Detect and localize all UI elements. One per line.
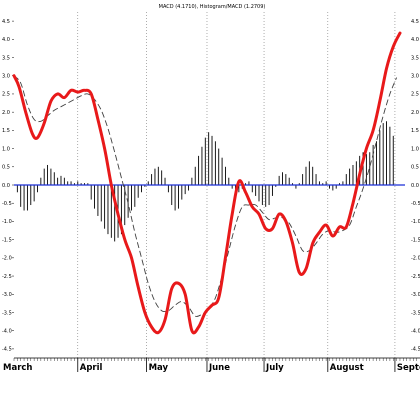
y-tick-label-right: 0.5 (411, 165, 419, 171)
y-tick-label-right: 2.0 (411, 110, 419, 116)
y-tick-label-left: -4.5 (2, 347, 12, 353)
y-tick-label-right: -2.0 (411, 256, 420, 262)
y-tick-label-left: -0.5 (2, 201, 12, 207)
y-tick-label-left: -1.0 (2, 219, 12, 225)
x-month-label: August (330, 363, 364, 373)
y-tick-label-right: 1.0 (411, 146, 419, 152)
y-tick-label-right: 1.5 (411, 128, 419, 134)
y-tick-label-left: 1.0 (2, 146, 10, 152)
x-month-label: May (149, 363, 169, 373)
y-tick-label-right: 4.0 (411, 37, 419, 43)
y-tick-label-right: -1.5 (411, 237, 420, 243)
y-tick-label-left: -4.0 (2, 328, 12, 334)
y-tick-label-right: 2.5 (411, 92, 419, 98)
x-month-label: September (397, 363, 420, 373)
y-tick-label-right: 3.5 (411, 55, 419, 61)
y-tick-label-left: -3.5 (2, 310, 12, 316)
y-tick-label-left: -3.0 (2, 292, 12, 298)
grid-lines (77, 12, 396, 358)
x-axis: MarchAprilMayJuneJulyAugustSeptemberO (3, 357, 420, 373)
y-tick-label-left: 4.5 (2, 19, 10, 25)
y-tick-label-right: -0.5 (411, 201, 420, 207)
y-tick-label-right: -4.5 (411, 347, 420, 353)
x-month-label: March (3, 363, 32, 373)
y-tick-label-right: -3.5 (411, 310, 420, 316)
y-tick-label-right: -1.0 (411, 219, 420, 225)
y-tick-label-left: -2.5 (2, 274, 12, 280)
y-tick-label-left: 0.5 (2, 165, 10, 171)
y-tick-label-left: 2.0 (2, 110, 10, 116)
y-tick-label-left: 3.0 (2, 74, 10, 80)
y-tick-label-right: -2.5 (411, 274, 420, 280)
x-month-label: April (80, 363, 103, 373)
y-tick-label-left: 1.5 (2, 128, 10, 134)
y-tick-label-left: 4.0 (2, 37, 10, 43)
y-tick-label-left: 2.5 (2, 92, 10, 98)
x-month-label: June (208, 363, 230, 373)
y-tick-label-left: -1.5 (2, 237, 12, 243)
chart-title: MACD (4.1710), Histogram/MACD (1.2709) (159, 4, 266, 10)
x-month-label: July (265, 363, 284, 373)
y-tick-label-left: 0.0 (2, 183, 10, 189)
y-tick-label-left: -2.0 (2, 256, 12, 262)
y-tick-label-right: 0.0 (411, 183, 419, 189)
y-tick-label-left: 3.5 (2, 55, 10, 61)
y-tick-label-right: 3.0 (411, 74, 419, 80)
y-axis-ticks: 4.5 4.5 4.0 4.0 3.5 3.5 3.0 3.0 2.5 2.5 2.0 2.0 1.5 1… (2, 19, 420, 353)
y-tick-label-right: 4.5 (411, 19, 419, 25)
y-tick-label-right: -3.0 (411, 292, 420, 298)
macd-line (12, 31, 402, 335)
y-tick-label-right: -4.0 (411, 328, 420, 334)
